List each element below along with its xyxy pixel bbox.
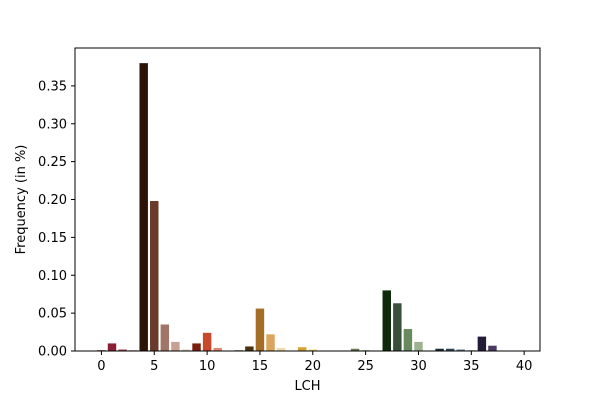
x-tick-label: 5 bbox=[150, 359, 158, 374]
bar-lch-15 bbox=[256, 309, 264, 351]
x-axis-label: LCH bbox=[294, 379, 320, 394]
y-tick-label: 0.10 bbox=[38, 269, 67, 284]
y-tick-label: 0.35 bbox=[38, 79, 67, 94]
bar-lch-30 bbox=[414, 342, 422, 351]
bar-lch-16 bbox=[266, 334, 274, 351]
y-axis: 0.00 0.05 0.10 0.15 0.20 0.25 0.30 0.35 bbox=[38, 79, 75, 359]
bar-lch-29 bbox=[404, 329, 412, 351]
x-tick-label: 40 bbox=[516, 359, 533, 374]
y-tick-label: 0.30 bbox=[38, 117, 67, 132]
x-tick-label: 20 bbox=[305, 359, 322, 374]
bar-lch-4 bbox=[139, 63, 147, 351]
x-tick-label: 25 bbox=[357, 359, 374, 374]
y-tick-label: 0.00 bbox=[38, 345, 67, 360]
bar-lch-37 bbox=[488, 346, 496, 351]
x-tick-label: 10 bbox=[199, 359, 216, 374]
bar-lch-1 bbox=[108, 343, 116, 351]
bar-lch-6 bbox=[161, 324, 169, 351]
x-axis: 0 5 10 15 20 25 30 35 40 bbox=[97, 351, 532, 374]
x-tick-label: 35 bbox=[463, 359, 480, 374]
x-tick-label: 0 bbox=[97, 359, 105, 374]
bar-lch-9 bbox=[192, 343, 200, 351]
x-tick-label: 30 bbox=[410, 359, 427, 374]
bar-lch-7 bbox=[171, 342, 179, 351]
y-tick-label: 0.20 bbox=[38, 193, 67, 208]
bars-layer bbox=[97, 63, 528, 351]
bar-lch-14 bbox=[245, 346, 253, 351]
x-tick-label: 15 bbox=[252, 359, 269, 374]
y-tick-label: 0.05 bbox=[38, 307, 67, 322]
bar-lch-10 bbox=[203, 333, 211, 351]
bar-lch-36 bbox=[478, 337, 486, 351]
y-tick-label: 0.25 bbox=[38, 155, 67, 170]
y-axis-label: Frequency (in %) bbox=[14, 145, 29, 255]
bar-lch-27 bbox=[383, 290, 391, 351]
bar-lch-19 bbox=[298, 347, 306, 351]
bar-lch-28 bbox=[393, 303, 401, 351]
y-tick-label: 0.15 bbox=[38, 231, 67, 246]
bar-lch-5 bbox=[150, 201, 158, 351]
